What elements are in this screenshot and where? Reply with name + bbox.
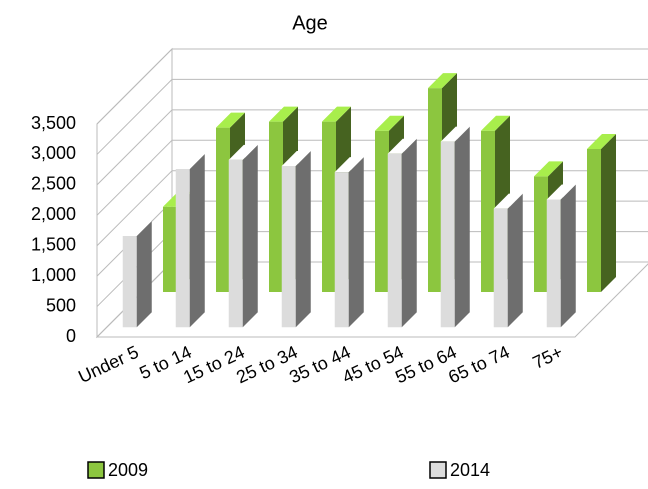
bar-face — [546, 199, 561, 328]
legend-label: 2014 — [450, 460, 490, 480]
bar-face — [295, 150, 311, 328]
y-tick-label: 2,500 — [31, 174, 76, 194]
bar-face — [216, 112, 245, 128]
bar-face — [375, 115, 404, 131]
bar — [334, 157, 364, 328]
y-tick-label: 2,000 — [31, 204, 76, 224]
bar-face — [481, 115, 510, 131]
bar-face — [428, 73, 457, 89]
bar-face — [587, 133, 616, 149]
bar-face — [189, 154, 205, 328]
bar — [493, 193, 523, 328]
bar-face — [454, 126, 470, 328]
bar — [122, 220, 152, 328]
bar-face — [401, 138, 417, 328]
x-tick-label: 75+ — [530, 342, 566, 373]
bar-face — [334, 157, 364, 173]
bar-face — [601, 133, 616, 292]
bar-face — [387, 138, 417, 154]
bar-face — [493, 193, 523, 209]
bar-face — [281, 165, 296, 328]
bar-face — [269, 121, 283, 292]
bar-face — [136, 220, 152, 328]
bar — [587, 133, 616, 292]
bar-face — [281, 150, 311, 166]
bar-face — [216, 127, 230, 292]
bar — [175, 154, 205, 328]
bar-face — [122, 235, 137, 328]
bar — [546, 184, 576, 328]
grid-line — [96, 109, 648, 186]
bar — [281, 150, 311, 328]
bar-face — [175, 169, 190, 328]
bar-face — [322, 121, 336, 292]
bar-face — [269, 106, 298, 122]
bar-face — [507, 193, 523, 328]
bar-face — [228, 159, 243, 328]
y-tick-label: 1,500 — [31, 234, 76, 254]
chart-title: Age — [292, 12, 328, 34]
bar-face — [534, 161, 563, 177]
bar-face — [387, 153, 402, 328]
bar — [387, 138, 417, 328]
y-tick-label: 3,500 — [31, 113, 76, 133]
bar-face — [163, 206, 177, 292]
bar-face — [560, 184, 576, 328]
grid-line — [96, 78, 648, 155]
bar-face — [375, 130, 389, 292]
bar-face — [481, 130, 495, 292]
y-tick-label: 500 — [46, 295, 76, 315]
bar-face — [348, 157, 364, 328]
bar-face — [493, 208, 508, 328]
bar-face — [175, 154, 205, 170]
bar-face — [440, 141, 455, 328]
legend-swatch — [87, 461, 105, 479]
bar-face — [440, 126, 470, 142]
bar — [440, 126, 470, 328]
bar-face — [546, 184, 576, 200]
bar-face — [587, 148, 601, 292]
grid-line — [96, 48, 648, 125]
legend-swatch — [429, 461, 447, 479]
bar-face — [334, 172, 349, 328]
bar-face — [322, 106, 351, 122]
bar-face — [428, 88, 442, 292]
bar-face — [228, 144, 258, 160]
x-tick-label: Under 5 — [75, 342, 141, 387]
y-tick-label: 0 — [66, 326, 76, 346]
y-tick-label: 3,000 — [31, 143, 76, 163]
bar — [228, 144, 258, 328]
y-tick-label: 1,000 — [31, 265, 76, 285]
bar-face — [122, 220, 152, 236]
bar-face — [534, 176, 548, 292]
legend-label: 2009 — [108, 460, 148, 480]
bar-face — [242, 144, 258, 328]
x-tick-label: 65 to 74 — [445, 342, 512, 388]
